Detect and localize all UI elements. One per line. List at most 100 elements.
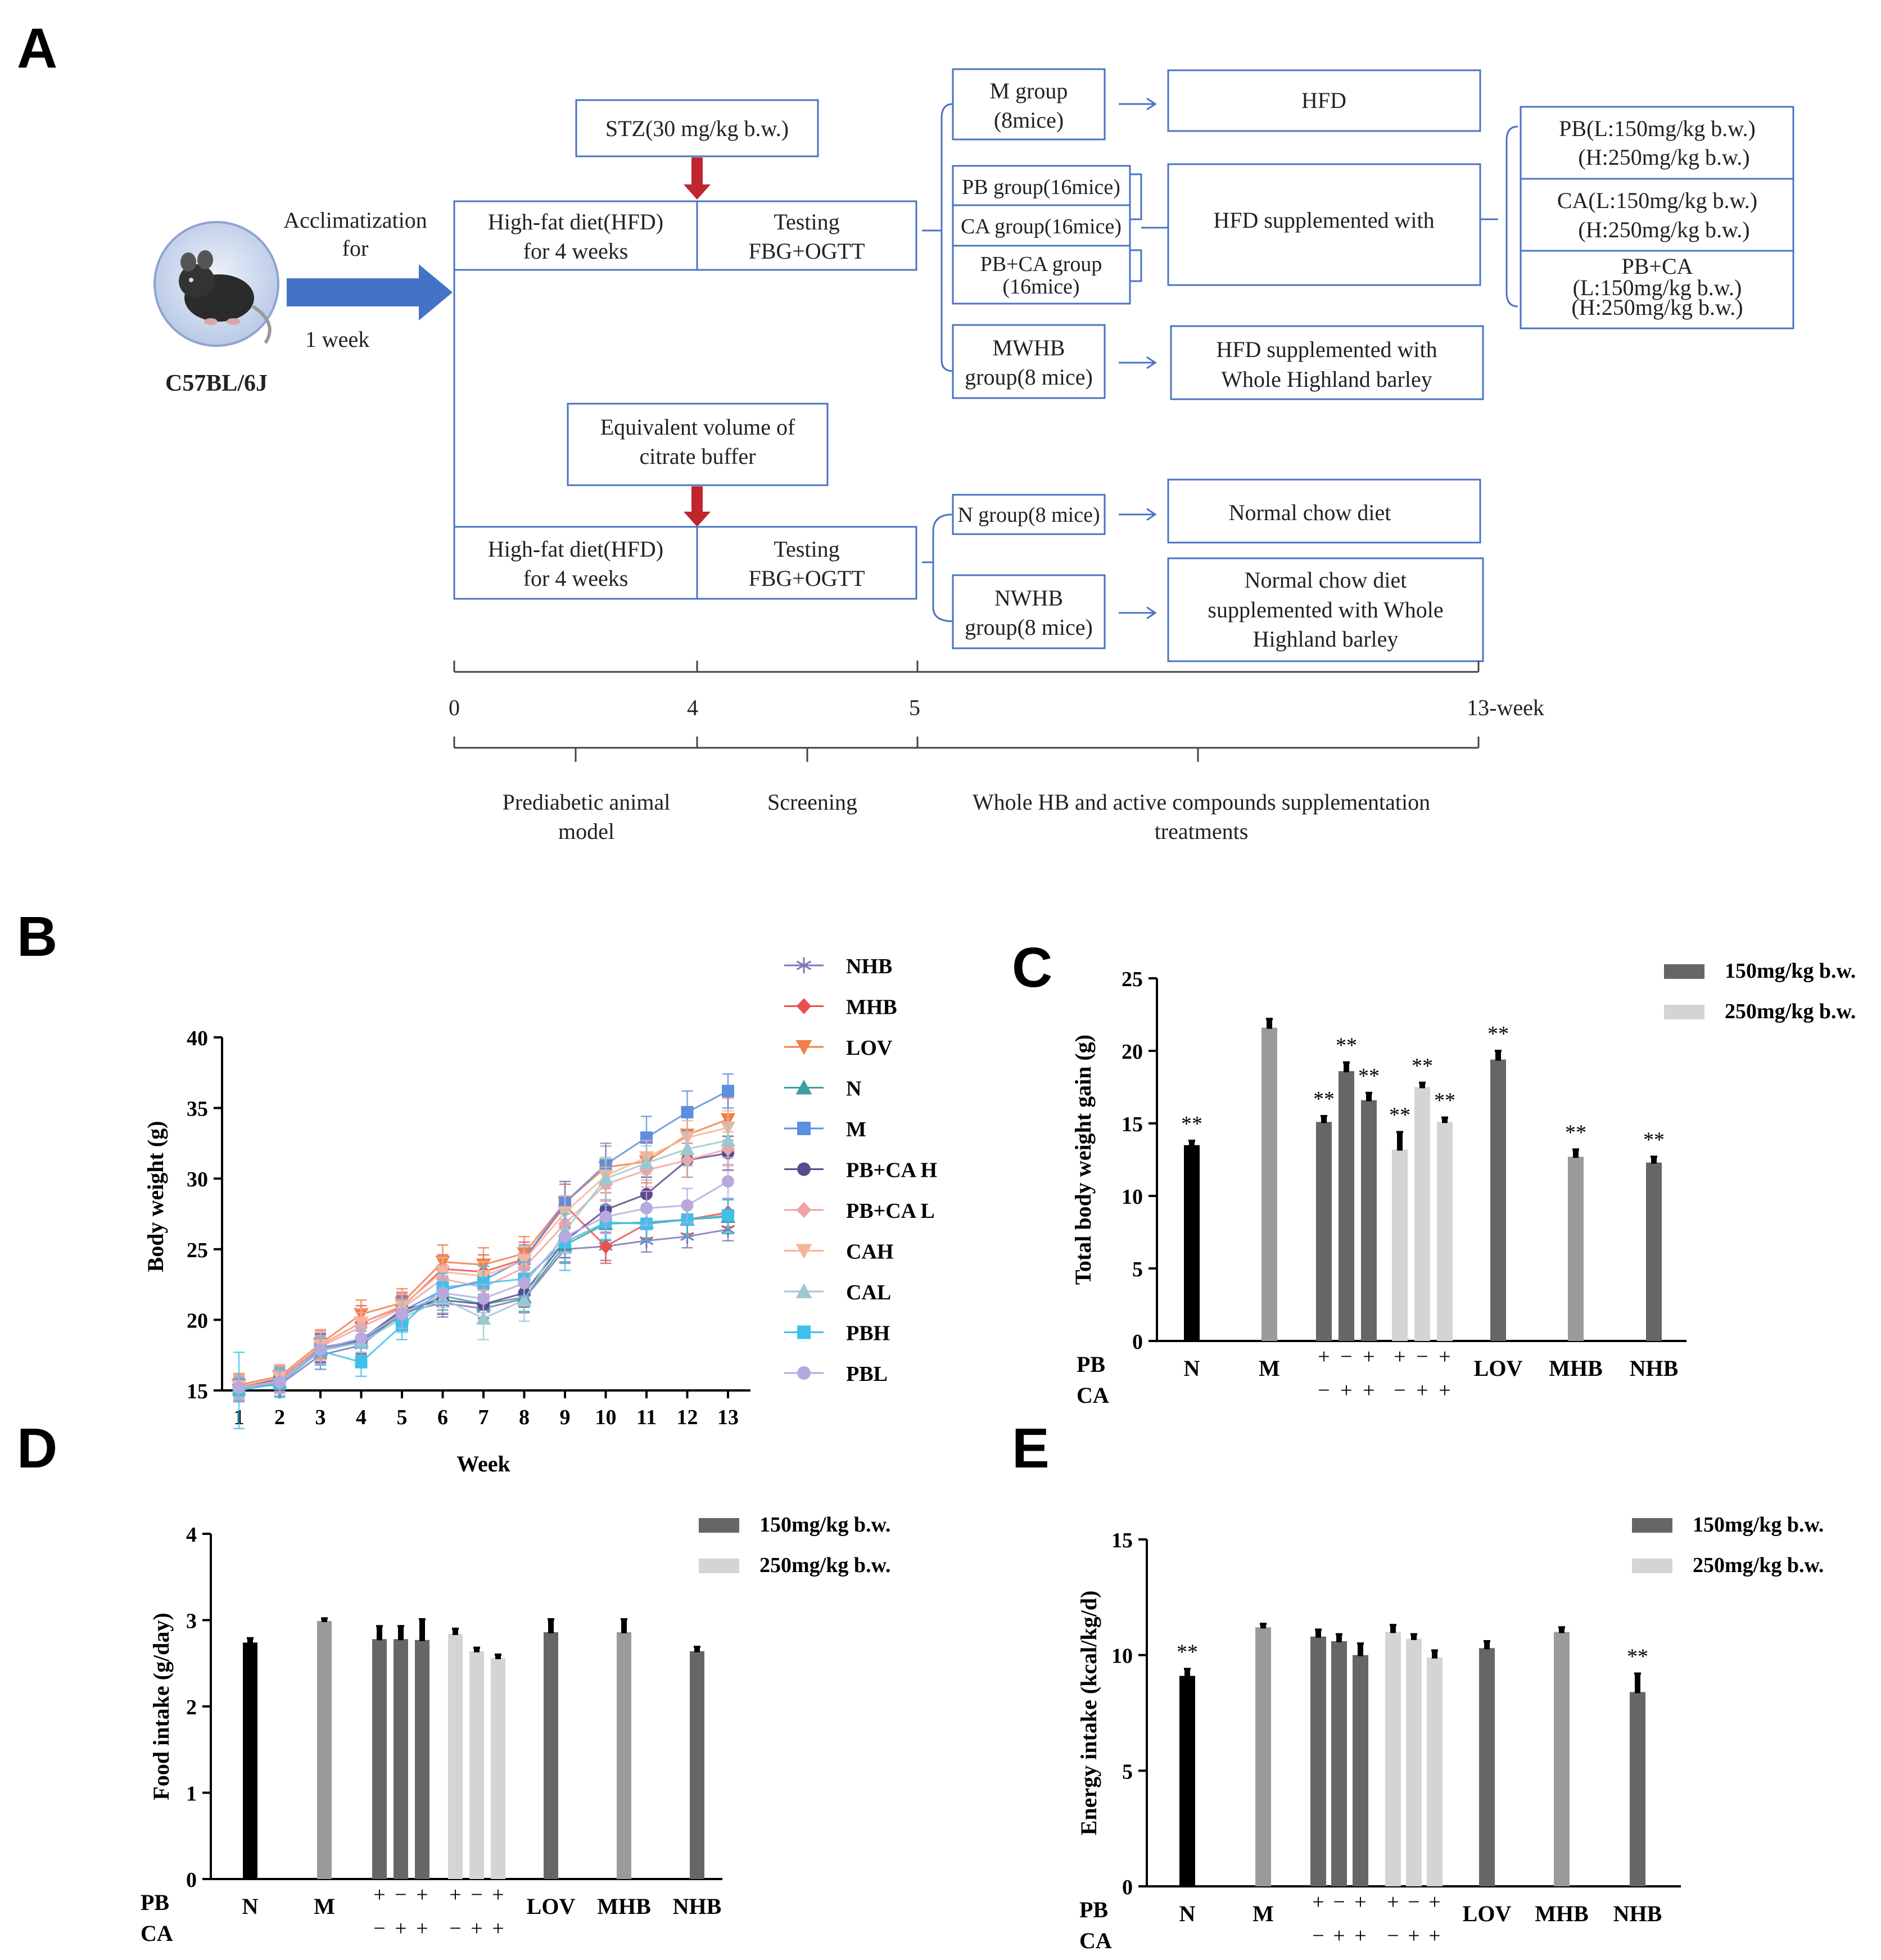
testing-top-line1: Testing <box>774 209 839 234</box>
data-point <box>559 1230 571 1243</box>
ca-group-label: CA group(16mice) <box>961 215 1122 238</box>
panel-c-pb-sign: − <box>1416 1345 1428 1369</box>
panel-label-d: D <box>17 1417 57 1480</box>
hfd-whb-line2: Whole Highland barley <box>1221 367 1432 392</box>
panel-e-bar <box>1554 1632 1570 1886</box>
data-point <box>681 1199 694 1212</box>
panel-c-pb-sign: + <box>1439 1345 1450 1369</box>
hfd-whb-box <box>1170 325 1484 400</box>
panel-b-x-tick-label: 11 <box>636 1406 657 1429</box>
dose-pbca-line2: (L:150mg/kg b.w.) <box>1573 275 1742 300</box>
panel-c-error-bar <box>1573 1149 1579 1158</box>
panel-c-ca-sign: + <box>1439 1379 1450 1402</box>
panel-c-y-tick-label: 0 <box>1132 1330 1143 1354</box>
panel-d-ca-sign: − <box>449 1917 461 1940</box>
panel-e-bar <box>1427 1657 1443 1886</box>
pb-group-box <box>952 165 1131 206</box>
data-point <box>639 1155 654 1169</box>
panel-c-ca-row-label: CA <box>1077 1383 1109 1408</box>
panel-e-x-category-label: M <box>1253 1901 1274 1926</box>
m-group-line1: M group <box>990 78 1068 103</box>
dose-ca-line1: CA(L:150mg/kg b.w.) <box>1557 188 1757 213</box>
panel-c-significance: ** <box>1358 1064 1380 1088</box>
panel-c-significance: ** <box>1313 1087 1335 1111</box>
panel-d-error-bar <box>247 1638 253 1644</box>
panel-b-legend-item: CAH <box>784 1240 893 1264</box>
panel-c-bar <box>1392 1149 1408 1341</box>
panel-b-legend-item: M <box>784 1118 866 1141</box>
pbca-bracket <box>1130 173 1168 282</box>
panel-e-pb-sign: − <box>1408 1890 1419 1914</box>
dose-brace <box>1480 125 1518 308</box>
panel-b-body-weight-chart: 15202530354012345678910111213 NHBMHBLOVN… <box>143 955 937 1476</box>
panel-d-legend-label-150: 150mg/kg b.w. <box>759 1513 890 1537</box>
panel-d-ca-sign: − <box>373 1917 385 1940</box>
panel-d-x-category-label: MHB <box>597 1894 651 1919</box>
panel-e-error-bar <box>1432 1650 1437 1659</box>
panel-d-error-bar <box>694 1647 700 1652</box>
panel-b-legend-item: PBH <box>784 1322 890 1345</box>
legend-marker <box>796 1202 812 1218</box>
panel-e-x-category-label: MHB <box>1535 1901 1589 1926</box>
stz-label: STZ(30 mg/kg b.w.) <box>605 116 789 141</box>
panel-e-pb-sign: + <box>1354 1890 1366 1914</box>
panel-e-ca-sign: + <box>1408 1924 1419 1948</box>
legend-label: LOV <box>846 1036 893 1060</box>
panel-b-legend-item: PBL <box>784 1362 888 1386</box>
pbca-group-box <box>952 245 1131 305</box>
citrate-red-arrow <box>684 486 711 527</box>
panel-b-legend-item: NHB <box>784 955 892 978</box>
panel-d-y-tick-label: 1 <box>186 1782 197 1806</box>
panel-c-bar <box>1490 1059 1506 1341</box>
panel-b-y-tick-label: 15 <box>187 1380 208 1403</box>
panel-b-legend-item: PB+CA L <box>784 1199 935 1223</box>
panel-d-bar <box>544 1632 558 1879</box>
hfd-top-line1: High-fat diet(HFD) <box>488 209 663 234</box>
panel-c-legend-swatch-150 <box>1664 964 1704 979</box>
hfd-top-box <box>453 200 698 271</box>
panel-d-error-bar <box>474 1647 480 1652</box>
panel-c-bar <box>1568 1157 1584 1341</box>
panel-d-food-intake-chart: 0 1 2 3 4 Food intake (g/day) N M LOV MHB NHB PB CA +… <box>141 1513 890 1946</box>
panel-c-error-bar <box>1366 1092 1372 1101</box>
panel-b-y-tick-label: 25 <box>187 1239 208 1262</box>
panel-c-bar <box>1646 1162 1662 1341</box>
panel-c-legend-swatch-250 <box>1664 1005 1704 1019</box>
panel-c-significance: ** <box>1434 1089 1455 1113</box>
data-point <box>598 1171 613 1185</box>
data-point <box>435 1265 450 1280</box>
panel-b-series <box>231 1073 736 1430</box>
timeline-tick-4: 4 <box>687 695 698 720</box>
dose-ca-box <box>1520 178 1794 252</box>
panel-label-b: B <box>17 905 57 968</box>
stz-box <box>575 99 819 157</box>
panel-c-ca-sign: + <box>1416 1379 1428 1402</box>
data-point <box>722 1209 734 1222</box>
normal-chow-box <box>1167 478 1481 544</box>
data-point <box>436 1286 449 1299</box>
timeline-bracket-top <box>453 661 1480 673</box>
panel-d-bar <box>491 1658 505 1879</box>
panel-d-ca-sign: + <box>471 1917 482 1940</box>
panel-e-bar <box>1630 1692 1645 1886</box>
mwhb-line1: MWHB <box>993 335 1065 360</box>
panel-d-ca-sign: + <box>492 1917 504 1940</box>
panel-e-y-tick-label: 0 <box>1122 1876 1133 1899</box>
panel-b-legend-item: N <box>784 1077 861 1101</box>
acclimatization-duration: 1 week <box>305 327 369 352</box>
panel-e-pb-row-label: PB <box>1079 1897 1108 1922</box>
testing-bottom-line2: FBG+OGTT <box>748 566 865 591</box>
panel-b-y-tick-label: 30 <box>187 1168 208 1191</box>
panel-c-pb-sign: − <box>1340 1345 1352 1369</box>
panel-b-legend-item: MHB <box>784 996 897 1019</box>
panel-c-x-category-label: MHB <box>1549 1356 1603 1381</box>
panel-c-ca-sign: + <box>1340 1379 1352 1402</box>
timeline-tick-13: 13-week <box>1467 695 1544 720</box>
panel-e-bar <box>1255 1627 1271 1886</box>
panel-e-ca-row-label: CA <box>1079 1928 1112 1953</box>
panel-e-bar <box>1385 1632 1401 1886</box>
timeline-bracket-bottom <box>453 737 1480 762</box>
panel-d-bar <box>317 1621 332 1879</box>
panel-c-error-bar <box>1189 1140 1195 1146</box>
